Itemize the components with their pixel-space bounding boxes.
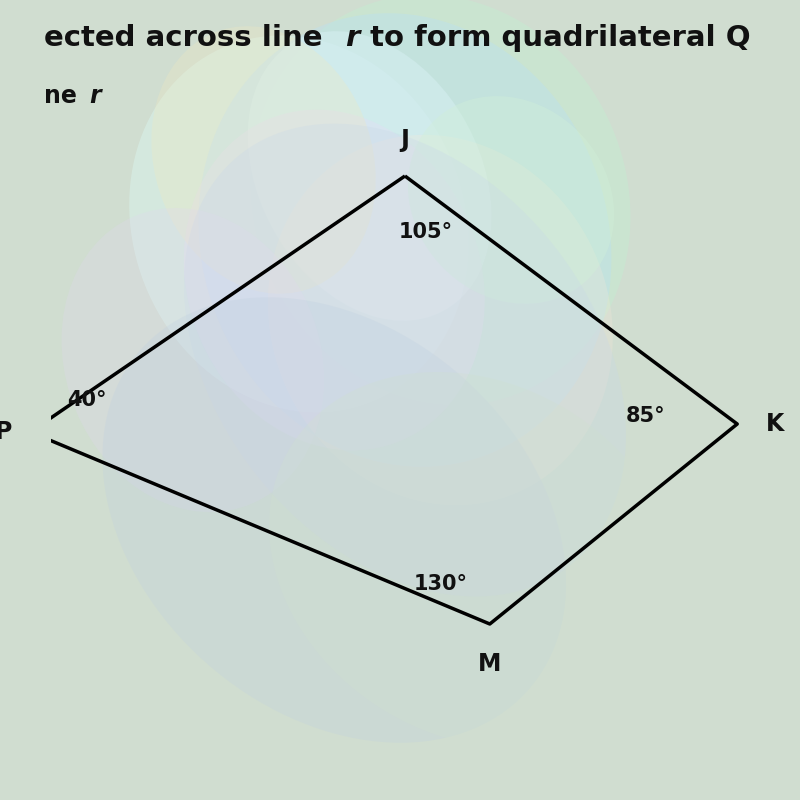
- Text: 130°: 130°: [414, 574, 467, 594]
- Text: P: P: [0, 420, 13, 444]
- Text: 105°: 105°: [399, 222, 454, 242]
- Text: 85°: 85°: [626, 406, 665, 426]
- Ellipse shape: [62, 208, 324, 512]
- Ellipse shape: [269, 372, 682, 748]
- Ellipse shape: [408, 96, 614, 304]
- Ellipse shape: [102, 298, 566, 742]
- Ellipse shape: [184, 110, 485, 450]
- Ellipse shape: [248, 31, 491, 321]
- Text: to form quadrilateral Q: to form quadrilateral Q: [361, 24, 751, 52]
- Ellipse shape: [198, 14, 611, 466]
- Text: r: r: [90, 84, 102, 108]
- Text: 40°: 40°: [67, 390, 106, 410]
- Text: J: J: [401, 128, 410, 152]
- Text: M: M: [478, 652, 502, 676]
- Text: r: r: [345, 24, 359, 52]
- Ellipse shape: [151, 26, 376, 294]
- Text: ected across line: ected across line: [45, 24, 333, 52]
- Text: K: K: [766, 412, 784, 436]
- Ellipse shape: [268, 134, 613, 506]
- Ellipse shape: [250, 0, 630, 405]
- Ellipse shape: [184, 124, 626, 596]
- Ellipse shape: [130, 35, 469, 413]
- Text: ne: ne: [45, 84, 86, 108]
